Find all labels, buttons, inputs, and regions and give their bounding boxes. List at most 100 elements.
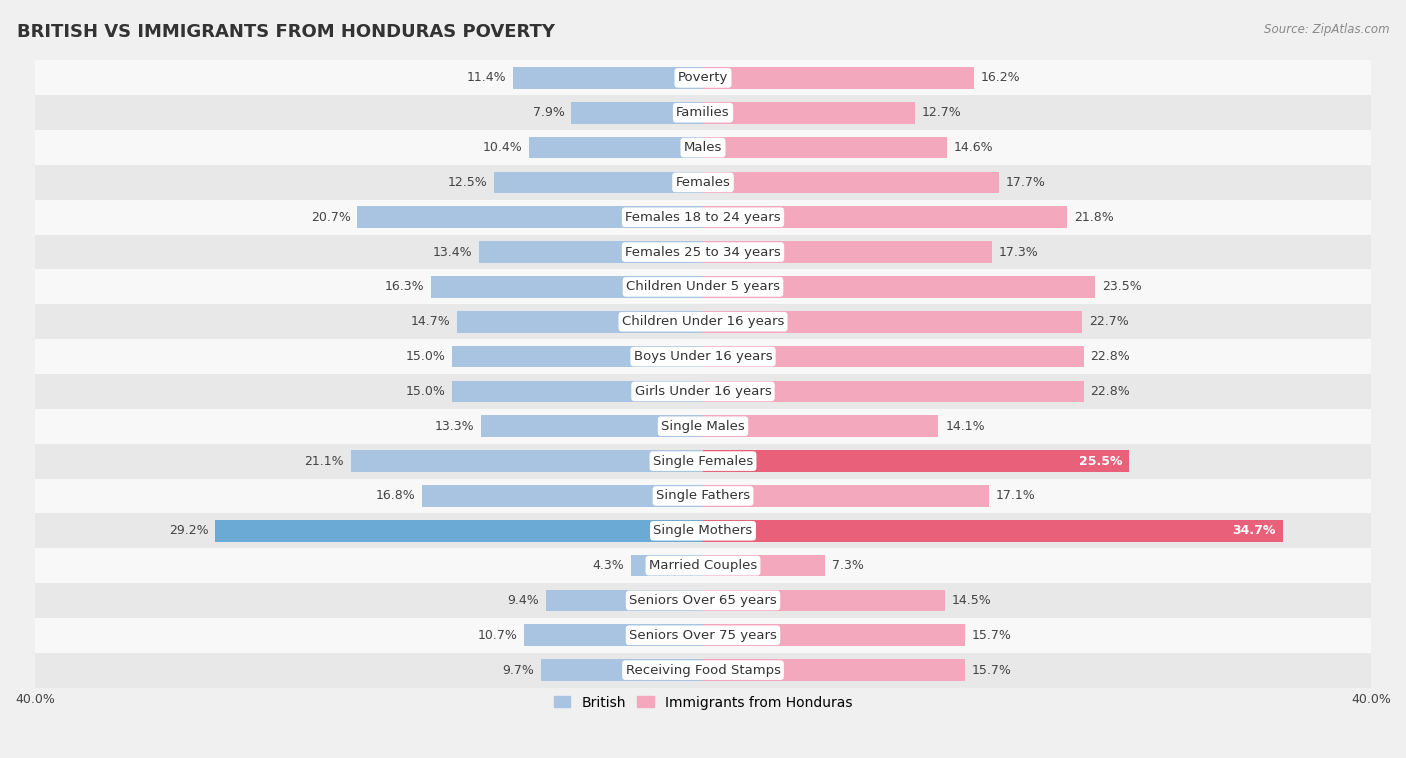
Bar [215,520,703,541]
Bar [481,415,703,437]
Text: 34.7%: 34.7% [1233,525,1275,537]
Text: 13.4%: 13.4% [433,246,472,258]
Text: 7.3%: 7.3% [831,559,863,572]
Text: 17.3%: 17.3% [998,246,1039,258]
Text: 20.7%: 20.7% [311,211,350,224]
Bar [457,311,703,333]
Bar [703,136,946,158]
Text: Families: Families [676,106,730,119]
Bar [631,555,703,576]
Text: 17.1%: 17.1% [995,490,1035,503]
Bar [35,61,1371,96]
Bar [703,450,1129,472]
Text: 21.1%: 21.1% [304,455,344,468]
Text: 12.7%: 12.7% [922,106,962,119]
Bar [35,443,1371,478]
Bar [453,346,703,368]
Text: 7.9%: 7.9% [533,106,564,119]
Text: 25.5%: 25.5% [1078,455,1122,468]
Text: 16.3%: 16.3% [384,280,425,293]
Bar [703,659,965,681]
Text: 15.0%: 15.0% [406,350,446,363]
Text: 15.7%: 15.7% [972,629,1012,642]
Bar [430,276,703,298]
Bar [35,235,1371,270]
Text: 21.8%: 21.8% [1074,211,1114,224]
Bar [35,165,1371,200]
Bar [35,478,1371,513]
Text: 22.8%: 22.8% [1091,350,1130,363]
Text: Single Females: Single Females [652,455,754,468]
Bar [350,450,703,472]
Bar [35,548,1371,583]
Bar [703,346,1084,368]
Bar [453,381,703,402]
Bar [35,200,1371,235]
Text: Seniors Over 65 years: Seniors Over 65 years [628,594,778,607]
Bar [35,339,1371,374]
Bar [35,130,1371,165]
Bar [35,513,1371,548]
Bar [35,270,1371,304]
Text: 22.8%: 22.8% [1091,385,1130,398]
Text: Females 18 to 24 years: Females 18 to 24 years [626,211,780,224]
Text: 10.4%: 10.4% [482,141,523,154]
Text: 14.1%: 14.1% [945,420,984,433]
Bar [571,102,703,124]
Text: 29.2%: 29.2% [169,525,208,537]
Bar [35,409,1371,443]
Bar [529,136,703,158]
Text: 16.8%: 16.8% [375,490,416,503]
Text: Seniors Over 75 years: Seniors Over 75 years [628,629,778,642]
Text: 14.6%: 14.6% [953,141,993,154]
Text: Single Fathers: Single Fathers [657,490,749,503]
Bar [703,625,965,646]
Bar [35,583,1371,618]
Bar [703,276,1095,298]
Bar [35,304,1371,339]
Text: BRITISH VS IMMIGRANTS FROM HONDURAS POVERTY: BRITISH VS IMMIGRANTS FROM HONDURAS POVE… [17,23,555,41]
Text: 22.7%: 22.7% [1088,315,1129,328]
Bar [495,171,703,193]
Text: Single Mothers: Single Mothers [654,525,752,537]
Bar [703,590,945,611]
Text: Children Under 16 years: Children Under 16 years [621,315,785,328]
Text: 13.3%: 13.3% [434,420,474,433]
Text: 9.4%: 9.4% [508,594,540,607]
Text: Children Under 5 years: Children Under 5 years [626,280,780,293]
Text: 4.3%: 4.3% [593,559,624,572]
Bar [35,374,1371,409]
Bar [703,206,1067,228]
Text: Females 25 to 34 years: Females 25 to 34 years [626,246,780,258]
Bar [357,206,703,228]
Text: 17.7%: 17.7% [1005,176,1045,189]
Text: 9.7%: 9.7% [502,663,534,677]
Text: 16.2%: 16.2% [980,71,1019,84]
Bar [703,415,938,437]
Text: 14.5%: 14.5% [952,594,991,607]
Text: 23.5%: 23.5% [1102,280,1142,293]
Legend: British, Immigrants from Honduras: British, Immigrants from Honduras [548,690,858,715]
Text: Source: ZipAtlas.com: Source: ZipAtlas.com [1264,23,1389,36]
Text: 15.7%: 15.7% [972,663,1012,677]
Text: Males: Males [683,141,723,154]
Text: Females: Females [675,176,731,189]
Bar [513,67,703,89]
Bar [703,171,998,193]
Bar [35,653,1371,688]
Bar [703,311,1083,333]
Text: Poverty: Poverty [678,71,728,84]
Text: 11.4%: 11.4% [467,71,506,84]
Bar [546,590,703,611]
Text: 12.5%: 12.5% [447,176,488,189]
Bar [703,520,1282,541]
Bar [35,618,1371,653]
Text: Married Couples: Married Couples [650,559,756,572]
Bar [524,625,703,646]
Bar [703,485,988,507]
Bar [703,67,973,89]
Bar [703,555,825,576]
Text: Boys Under 16 years: Boys Under 16 years [634,350,772,363]
Bar [35,96,1371,130]
Text: 10.7%: 10.7% [478,629,517,642]
